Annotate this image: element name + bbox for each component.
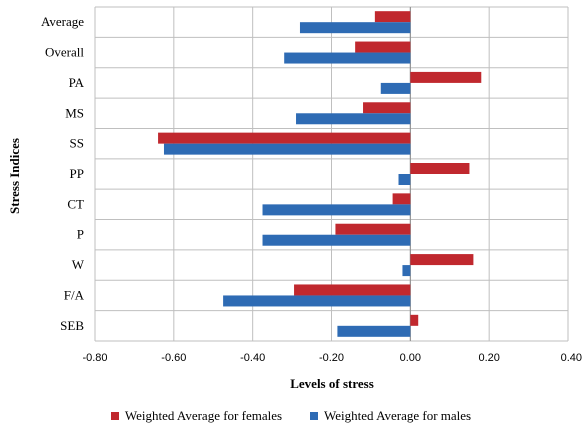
- bar-females-pp: [410, 163, 470, 174]
- bar-males-pa: [380, 82, 411, 94]
- bar-females-ss: [158, 132, 411, 144]
- bar-males-pp: [398, 174, 411, 185]
- bar-males-average: [299, 22, 411, 34]
- bar-females-pa: [410, 71, 482, 83]
- x-tick-labels: -0.80 -0.60 -0.40 -0.20 0.00 0.20 0.40: [82, 352, 582, 364]
- bar-females-w: [410, 254, 474, 266]
- bar-females-p: [335, 223, 411, 235]
- bar-males-seb: [337, 325, 411, 337]
- bar-males-fa: [223, 295, 411, 307]
- legend-swatch-females: [110, 412, 119, 420]
- y-tick-label: SS: [70, 136, 84, 151]
- legend-swatch-males: [310, 412, 319, 420]
- bars: [158, 11, 482, 337]
- bar-females-fa: [294, 284, 411, 296]
- bar-males-ms: [296, 113, 411, 125]
- bar-males-w: [402, 265, 411, 277]
- legend-item-males: Weighted Average for males: [310, 408, 471, 424]
- x-tick-label: -0.80: [82, 352, 107, 364]
- y-tick-label: Overall: [45, 45, 84, 60]
- x-tick-label: 0.40: [561, 352, 582, 364]
- y-tick-label: F/A: [64, 287, 85, 302]
- bar-males-p: [262, 234, 411, 246]
- legend-label-males: Weighted Average for males: [324, 408, 472, 423]
- legend-label-females: Weighted Average for females: [124, 408, 283, 423]
- x-axis-title: Levels of stress: [290, 376, 374, 391]
- bar-females-ms: [363, 102, 411, 114]
- x-tick-label: 0.00: [400, 352, 421, 364]
- y-axis-title: Stress Indices: [7, 138, 22, 214]
- x-tick-label: -0.40: [240, 352, 265, 364]
- y-tick-labels: Average Overall PA MS SS PP CT PW F/A SEB: [41, 14, 85, 333]
- x-tick-label: -0.20: [319, 352, 344, 364]
- grid-lines: [94, 6, 569, 342]
- y-tick-label: W: [72, 257, 85, 272]
- x-tick-label: 0.20: [478, 352, 499, 364]
- bar-males-overall: [284, 52, 411, 64]
- bar-males-ct: [262, 204, 411, 216]
- legend-item-females: Weighted Average for females: [110, 408, 283, 424]
- bar-females-average: [374, 11, 411, 23]
- bar-females-overall: [355, 41, 411, 53]
- y-tick-label: MS: [65, 105, 84, 120]
- bar-females-ct: [392, 193, 411, 205]
- legend: Weighted Average for females Weighted Av…: [0, 408, 582, 424]
- bar-females-seb: [410, 314, 419, 326]
- bar-males-ss: [163, 143, 411, 155]
- y-tick-label: PP: [70, 166, 84, 181]
- x-tick-label: -0.60: [161, 352, 186, 364]
- y-tick-label: SEB: [60, 318, 84, 333]
- y-tick-label: CT: [67, 196, 84, 211]
- y-tick-label: PA: [69, 75, 85, 90]
- y-tick-label: P: [77, 227, 84, 242]
- y-tick-label: Average: [41, 14, 84, 29]
